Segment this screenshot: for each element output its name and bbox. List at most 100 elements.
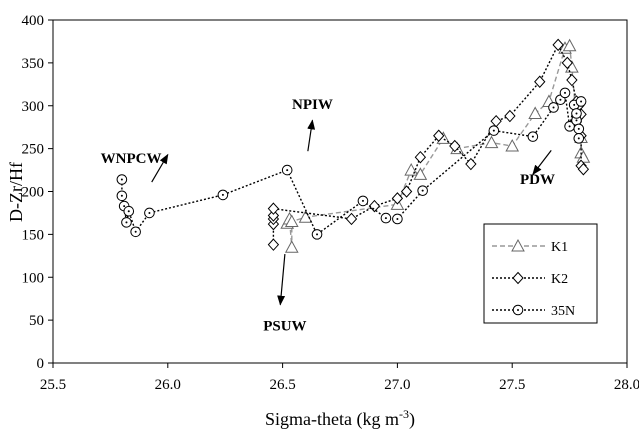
legend-items: K1 K2 35N [492, 238, 575, 319]
series-35n-point [488, 125, 500, 136]
annotation-npiw: NPIW [292, 97, 333, 113]
series-k1-point [298, 210, 313, 223]
series-k1-point [484, 135, 499, 149]
series-k1-point [528, 106, 543, 119]
series-35n-point [357, 195, 369, 207]
legend-marker-35n-dot [517, 309, 519, 311]
x-axis-title-exponent: -3 [399, 407, 409, 421]
series-35n-point-dot [421, 189, 424, 192]
series-35n-point [130, 226, 141, 238]
series-35n-point-dot [316, 233, 319, 236]
legend-marker-k2 [512, 271, 524, 285]
series-k2-point [400, 185, 413, 198]
legend: K1 K2 35N [483, 223, 598, 324]
series-35n-point-dot [148, 211, 151, 214]
series-35n-point-dot [552, 106, 555, 109]
series-35n-point-dot [134, 230, 137, 233]
series-k1-point [505, 139, 520, 152]
series-35n-point [144, 207, 155, 219]
series-k2-point [534, 75, 546, 88]
series-35n-point-dot [286, 169, 289, 172]
series-35n-point-dot [573, 103, 576, 106]
series-35n-point-dot [580, 100, 583, 103]
legend-box [483, 223, 598, 324]
series-35n-point [380, 212, 392, 224]
series-k2-point [391, 192, 404, 205]
series-35n-point-dot [120, 194, 123, 197]
series-35n-point-dot [123, 205, 126, 208]
series-35n [116, 87, 587, 240]
series-k2-point [504, 109, 516, 123]
y-tick-label: 250 [22, 142, 45, 158]
legend-item-k2: K2 [492, 271, 568, 287]
annotation-layer: WNPCW NPIW PSUW PDW [101, 97, 555, 334]
series-35n-point-dot [384, 217, 387, 220]
series-k1-point [284, 214, 299, 228]
series-k2-point [267, 238, 280, 251]
series-k2-point [552, 38, 564, 52]
legend-item-35n: 35N [492, 304, 575, 319]
series-k2-point [345, 212, 358, 226]
series-35n-point-dot [125, 221, 128, 224]
series-k1-point [562, 38, 577, 52]
legend-label-35n: 35N [551, 304, 575, 319]
series-35n-point [116, 174, 128, 185]
x-tick-label: 25.5 [40, 377, 66, 393]
x-axis-title: Sigma-theta (kg m-3) [265, 407, 415, 430]
annotation-npiw-arrow [307, 119, 316, 152]
series-35n-point-dot [575, 112, 578, 115]
series-35n-point-dot [559, 98, 562, 101]
x-tick-label: 27.5 [499, 377, 525, 393]
series-k2-point [566, 73, 578, 87]
series-35n-point-dot [221, 193, 224, 196]
series-35n-point [548, 102, 559, 113]
annotation-psuw: PSUW [263, 318, 306, 334]
series-35n-point [573, 123, 585, 135]
x-tick-label: 28.0 [614, 377, 639, 393]
series-35n-point-dot [396, 217, 399, 220]
series-35n-point-dot [361, 199, 364, 202]
legend-label-k2: K2 [551, 272, 568, 287]
y-tick-label: 0 [37, 356, 45, 372]
annotation-psuw-arrow [277, 254, 286, 306]
series-35n-point [392, 213, 403, 225]
series-35n-point [575, 96, 587, 107]
series-k2-point [465, 157, 477, 171]
y-tick-label: 350 [22, 56, 45, 72]
x-axis-title-close: ) [409, 409, 415, 430]
series-35n-point-dot [564, 91, 567, 94]
annotation-wnpcw: WNPCW [101, 151, 162, 167]
series-35n-point [311, 229, 323, 240]
y-tick-label: 100 [22, 270, 45, 286]
series-k2-point [267, 202, 280, 215]
series-k2-point [267, 209, 280, 222]
x-axis-ticks: 25.5 26.0 26.5 27.0 27.5 28.0 [40, 363, 639, 393]
series-k2-point [433, 129, 445, 143]
y-tick-label: 400 [22, 13, 45, 29]
x-axis-title-main: Sigma-theta (kg m [265, 409, 399, 430]
series-35n-point-dot [127, 210, 130, 213]
series-k2-point [368, 199, 381, 213]
series-k1-point [413, 167, 428, 180]
series-35n-point [559, 87, 571, 99]
y-axis-ticks: 0 50 100 150 200 250 300 350 400 [22, 13, 53, 372]
series-k2-point [414, 150, 427, 164]
series-35n-point [573, 133, 585, 144]
series-35n-point [571, 108, 582, 119]
legend-marker-35n [512, 304, 524, 316]
series-35n-point-dot [577, 137, 580, 140]
series-35n-point [564, 121, 575, 132]
series-35n-point-dot [575, 119, 578, 122]
series-35n-point-dot [492, 129, 495, 132]
series-k2-point [561, 56, 573, 70]
x-tick-label: 26.5 [269, 377, 295, 393]
y-tick-label: 300 [22, 99, 45, 115]
series-35n-point [527, 131, 539, 142]
legend-marker-k1 [511, 238, 525, 252]
series-k2-point [449, 139, 461, 153]
series-35n-point [121, 217, 132, 228]
series-35n-point [123, 205, 135, 217]
series-k2-point [577, 162, 590, 176]
series-35n-point [217, 189, 229, 201]
